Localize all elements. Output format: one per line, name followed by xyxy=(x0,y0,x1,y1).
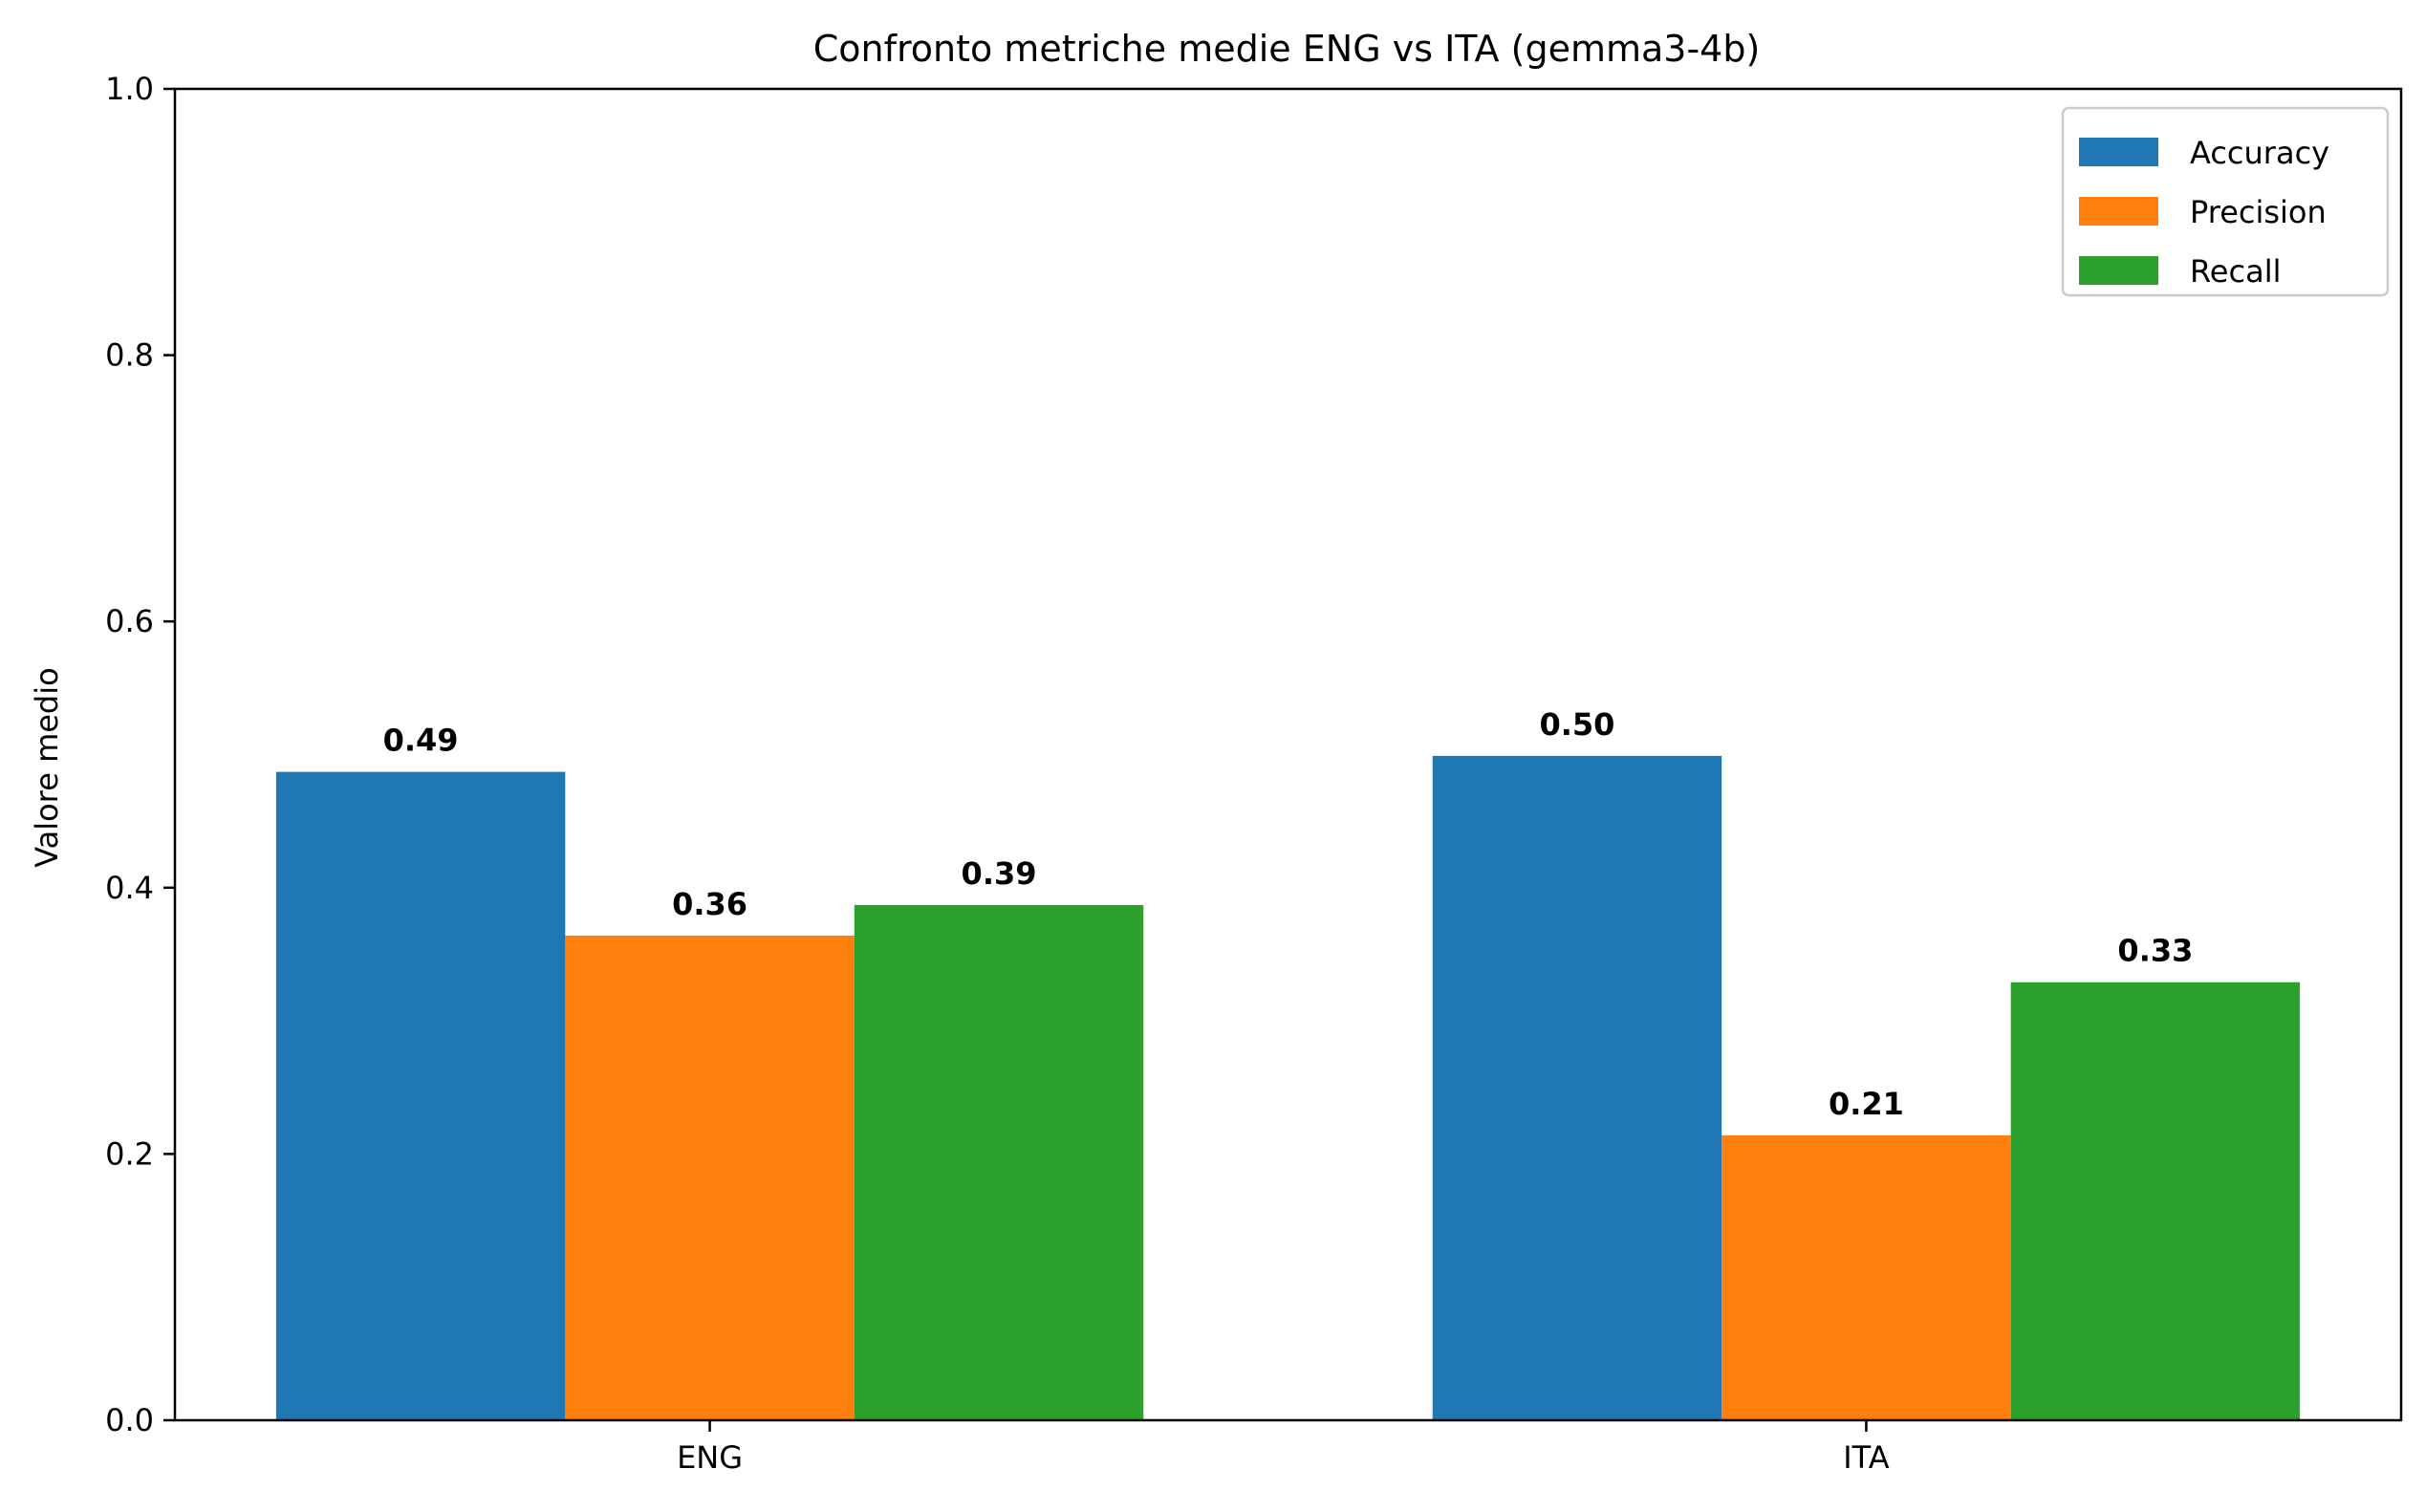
plot-frame xyxy=(173,87,2403,1422)
y-tick-label: 0.4 xyxy=(105,870,154,906)
bar-precision-ita xyxy=(1721,1134,2011,1420)
legend: Accuracy Precision Recall xyxy=(2061,106,2390,297)
value-labels-layer: 0.49 0.50 0.36 0.21 0.39 0.33 xyxy=(383,706,2194,1122)
y-tick-label: 1.0 xyxy=(105,71,154,107)
bar-precision-eng xyxy=(565,935,855,1420)
value-label-precision-ita: 0.21 xyxy=(1829,1086,1904,1122)
x-tick-label-eng: ENG xyxy=(677,1439,743,1476)
legend-label-precision: Precision xyxy=(2190,194,2327,230)
value-label-recall-eng: 0.39 xyxy=(962,855,1037,892)
y-tick-label: 0.8 xyxy=(105,337,154,374)
value-label-accuracy-ita: 0.50 xyxy=(1539,706,1614,743)
chart-title: Confronto metriche medie ENG vs ITA (gem… xyxy=(813,28,1761,70)
value-label-recall-ita: 0.33 xyxy=(2117,933,2193,969)
x-tick-label-ita: ITA xyxy=(1843,1439,1890,1476)
legend-swatch-accuracy xyxy=(2079,138,2158,166)
legend-label-recall: Recall xyxy=(2190,253,2281,290)
bar-recall-eng xyxy=(854,904,1144,1420)
bar-recall-ita xyxy=(2010,982,2301,1420)
legend-label-accuracy: Accuracy xyxy=(2190,135,2329,171)
x-axis-ticks: ENG ITA xyxy=(677,1420,1890,1476)
bar-accuracy-eng xyxy=(275,771,566,1420)
legend-swatch-recall xyxy=(2079,256,2158,285)
y-tick-label: 0.0 xyxy=(105,1402,154,1438)
bars-layer xyxy=(275,755,2301,1420)
value-label-accuracy-eng: 0.49 xyxy=(383,723,459,759)
value-label-precision-eng: 0.36 xyxy=(672,886,747,922)
legend-swatch-precision xyxy=(2079,197,2158,226)
bar-accuracy-ita xyxy=(1432,755,1722,1420)
y-tick-label: 0.2 xyxy=(105,1135,154,1172)
y-axis-ticks: 0.0 0.2 0.4 0.6 0.8 1.0 xyxy=(105,71,175,1438)
y-tick-label: 0.6 xyxy=(105,603,154,639)
y-axis-label: Valore medio xyxy=(29,667,65,867)
